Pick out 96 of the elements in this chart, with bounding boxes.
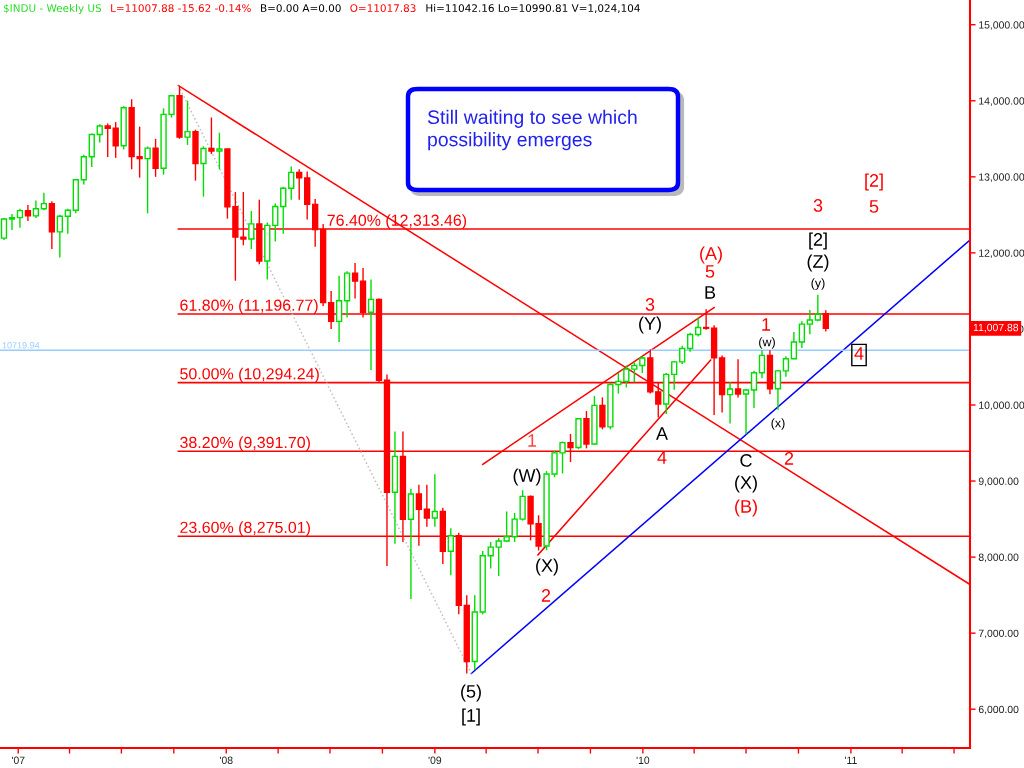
annotation: [2]	[809, 232, 827, 250]
x-tick-label: '07	[11, 756, 25, 764]
candlestick	[487, 541, 494, 570]
annotation: (x)	[771, 418, 785, 430]
candlestick	[144, 145, 151, 215]
y-tick-label: 12,000.00	[979, 249, 1024, 258]
series-label: 50.00% (10,294.24)	[180, 367, 319, 383]
annotation: C	[740, 454, 752, 467]
annotation: 1	[762, 318, 771, 331]
annotation: (X)	[735, 475, 757, 493]
candlestick	[56, 214, 64, 259]
x-tick-label: '08	[220, 756, 233, 764]
candlestick	[16, 208, 24, 229]
candlestick	[64, 208, 71, 235]
y-tick-label: 10,000.00	[979, 401, 1024, 411]
y-tick-label: 9,000.00	[978, 477, 1019, 487]
candlestick	[216, 132, 223, 170]
candlestick	[80, 154, 87, 186]
annotation: [2]	[865, 173, 883, 191]
candlestick	[88, 132, 95, 168]
series-label: 38.20% (9,391.70)	[180, 436, 310, 452]
annotation: 5	[869, 200, 879, 213]
candlestick	[351, 262, 359, 300]
annotation: 5	[705, 265, 715, 278]
candlestick	[288, 165, 295, 201]
annotation: 4	[854, 347, 864, 360]
candlestick	[671, 360, 678, 391]
chart-title: $INDU - Weekly US	[3, 3, 102, 15]
ref-line-label: 10719.94	[2, 342, 40, 349]
annotation: (B)	[735, 499, 757, 517]
annotation: (W)	[513, 468, 541, 486]
annotation: 2	[784, 452, 794, 465]
annotation: B=0.00 A=0.00	[261, 4, 341, 13]
annotation: (Z)	[807, 254, 829, 272]
y-tick-label: 14,000.00	[979, 97, 1024, 106]
candlestick	[447, 527, 454, 577]
candlestick	[152, 138, 159, 178]
candlestick	[599, 396, 606, 431]
annotation: Hi=11042.16 Lo=10990.81 V=1,024,104	[426, 3, 640, 14]
candlestick	[806, 309, 814, 335]
candlestick	[272, 202, 279, 243]
candlestick	[742, 388, 750, 436]
annotation: [1]	[462, 708, 480, 726]
x-tick-label: '11	[845, 756, 857, 764]
y-tick-label: 6,000.00	[978, 705, 1019, 715]
y-tick-label: 13,000.00	[979, 173, 1024, 182]
annotation: L=11007.88 -15.62 -0.14%	[111, 4, 251, 13]
candlestick	[40, 192, 48, 211]
annotation: B	[705, 286, 716, 299]
annotation: (Y)	[639, 316, 661, 334]
annotation: 3	[645, 298, 655, 311]
candlestick	[750, 370, 758, 409]
candlestick	[96, 123, 103, 144]
annotation: (w)	[759, 337, 775, 349]
candlestick	[8, 213, 16, 231]
series-label: 23.60% (8,275.01)	[180, 521, 310, 537]
annotation: 2	[541, 589, 551, 602]
candlestick	[112, 121, 119, 159]
annotation: (A)	[700, 246, 722, 264]
y-tick-label: 15,000.00	[979, 21, 1024, 30]
candlestick	[367, 278, 375, 371]
x-tick-label: '10	[636, 756, 650, 764]
annotation: A	[656, 427, 668, 440]
x-tick-label: '09	[428, 756, 442, 764]
y-tick-label: 7,000.00	[978, 629, 1019, 639]
candlestick	[798, 320, 806, 349]
candlestick	[687, 332, 694, 353]
candlestick	[200, 145, 207, 198]
candlestick	[248, 210, 255, 250]
candlestick	[774, 369, 782, 411]
annotation: 4	[657, 451, 667, 464]
y-tick-label: 8,000.00	[978, 553, 1019, 563]
series-label: 61.80% (11,196.77)	[180, 299, 318, 314]
annotation: (y)	[811, 278, 825, 290]
annotation: Still waiting to see which possibility emerges	[427, 109, 637, 151]
candlestick	[280, 186, 287, 235]
candlestick	[104, 122, 111, 158]
text: 11,007.88	[973, 323, 1019, 333]
annotation: O=11017.83	[350, 4, 416, 13]
candlestick	[814, 293, 822, 323]
candlestick	[679, 344, 686, 365]
candlestick	[296, 168, 303, 201]
candlestick	[758, 349, 766, 380]
annotation: 3	[813, 199, 823, 212]
candlestick	[726, 381, 734, 425]
candlestick	[184, 100, 191, 146]
candlestick	[423, 484, 431, 528]
annotation: 1	[528, 434, 537, 447]
candlestick	[790, 331, 798, 361]
candlestick	[335, 275, 343, 343]
candlestick	[694, 316, 702, 338]
candlestick	[208, 116, 215, 155]
annotation: (5)	[461, 684, 481, 702]
candlestick	[431, 473, 439, 528]
candlestick	[782, 355, 790, 378]
annotation: (X)	[536, 558, 558, 576]
